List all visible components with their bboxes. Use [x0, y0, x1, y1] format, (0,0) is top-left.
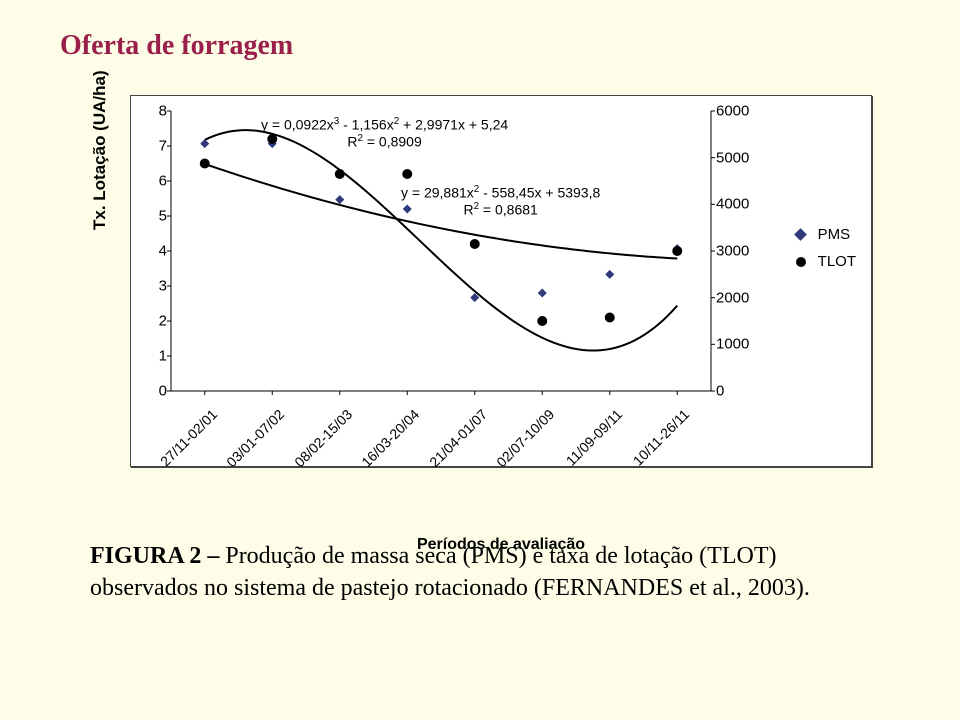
page-title: Oferta de forragem [60, 30, 293, 62]
y1-tick: 3 [141, 278, 167, 295]
legend-item-tlot: TLOT [794, 253, 856, 270]
pms-points [200, 139, 682, 302]
legend-label: TLOT [818, 253, 856, 270]
y1-tick: 2 [141, 313, 167, 330]
circle-icon [794, 255, 808, 269]
page: Oferta de forragem Tx. Lotação (UA/ha) P… [0, 0, 960, 720]
y2-tick: 3000 [716, 243, 766, 260]
figure-caption: FIGURA 2 – Produção de massa seca (PMS) … [90, 540, 870, 605]
y2-tick: 6000 [716, 103, 766, 120]
y2-tick: 5000 [716, 149, 766, 166]
y1-tick: 8 [141, 103, 167, 120]
y2-tick: 2000 [716, 289, 766, 306]
y2-tick: 1000 [716, 336, 766, 353]
tlot-equation: y = 0,0922x3 - 1,156x2 + 2,9971x + 5,24 … [261, 116, 508, 149]
chart-plot [171, 111, 711, 391]
y2-tick: 4000 [716, 196, 766, 213]
y1-axis-label: Tx. Lotação (UA/ha) [90, 70, 110, 230]
y1-tick: 5 [141, 208, 167, 225]
y2-tick: 0 [716, 383, 766, 400]
chart-legend: PMS TLOT [794, 226, 856, 280]
y1-tick: 7 [141, 138, 167, 155]
figure-label: FIGURA 2 – [90, 543, 219, 569]
legend-label: PMS [818, 226, 851, 243]
pms-equation: y = 29,881x2 - 558,45x + 5393,8 R2 = 0,8… [401, 184, 600, 217]
legend-item-pms: PMS [794, 226, 856, 243]
diamond-icon [794, 228, 808, 242]
tlot-points [200, 134, 683, 326]
y1-tick: 1 [141, 348, 167, 365]
y1-tick: 0 [141, 383, 167, 400]
y1-tick: 4 [141, 243, 167, 260]
y1-tick: 6 [141, 173, 167, 190]
chart-frame: 012345678 0100020003000400050006000 27/1… [130, 95, 872, 467]
